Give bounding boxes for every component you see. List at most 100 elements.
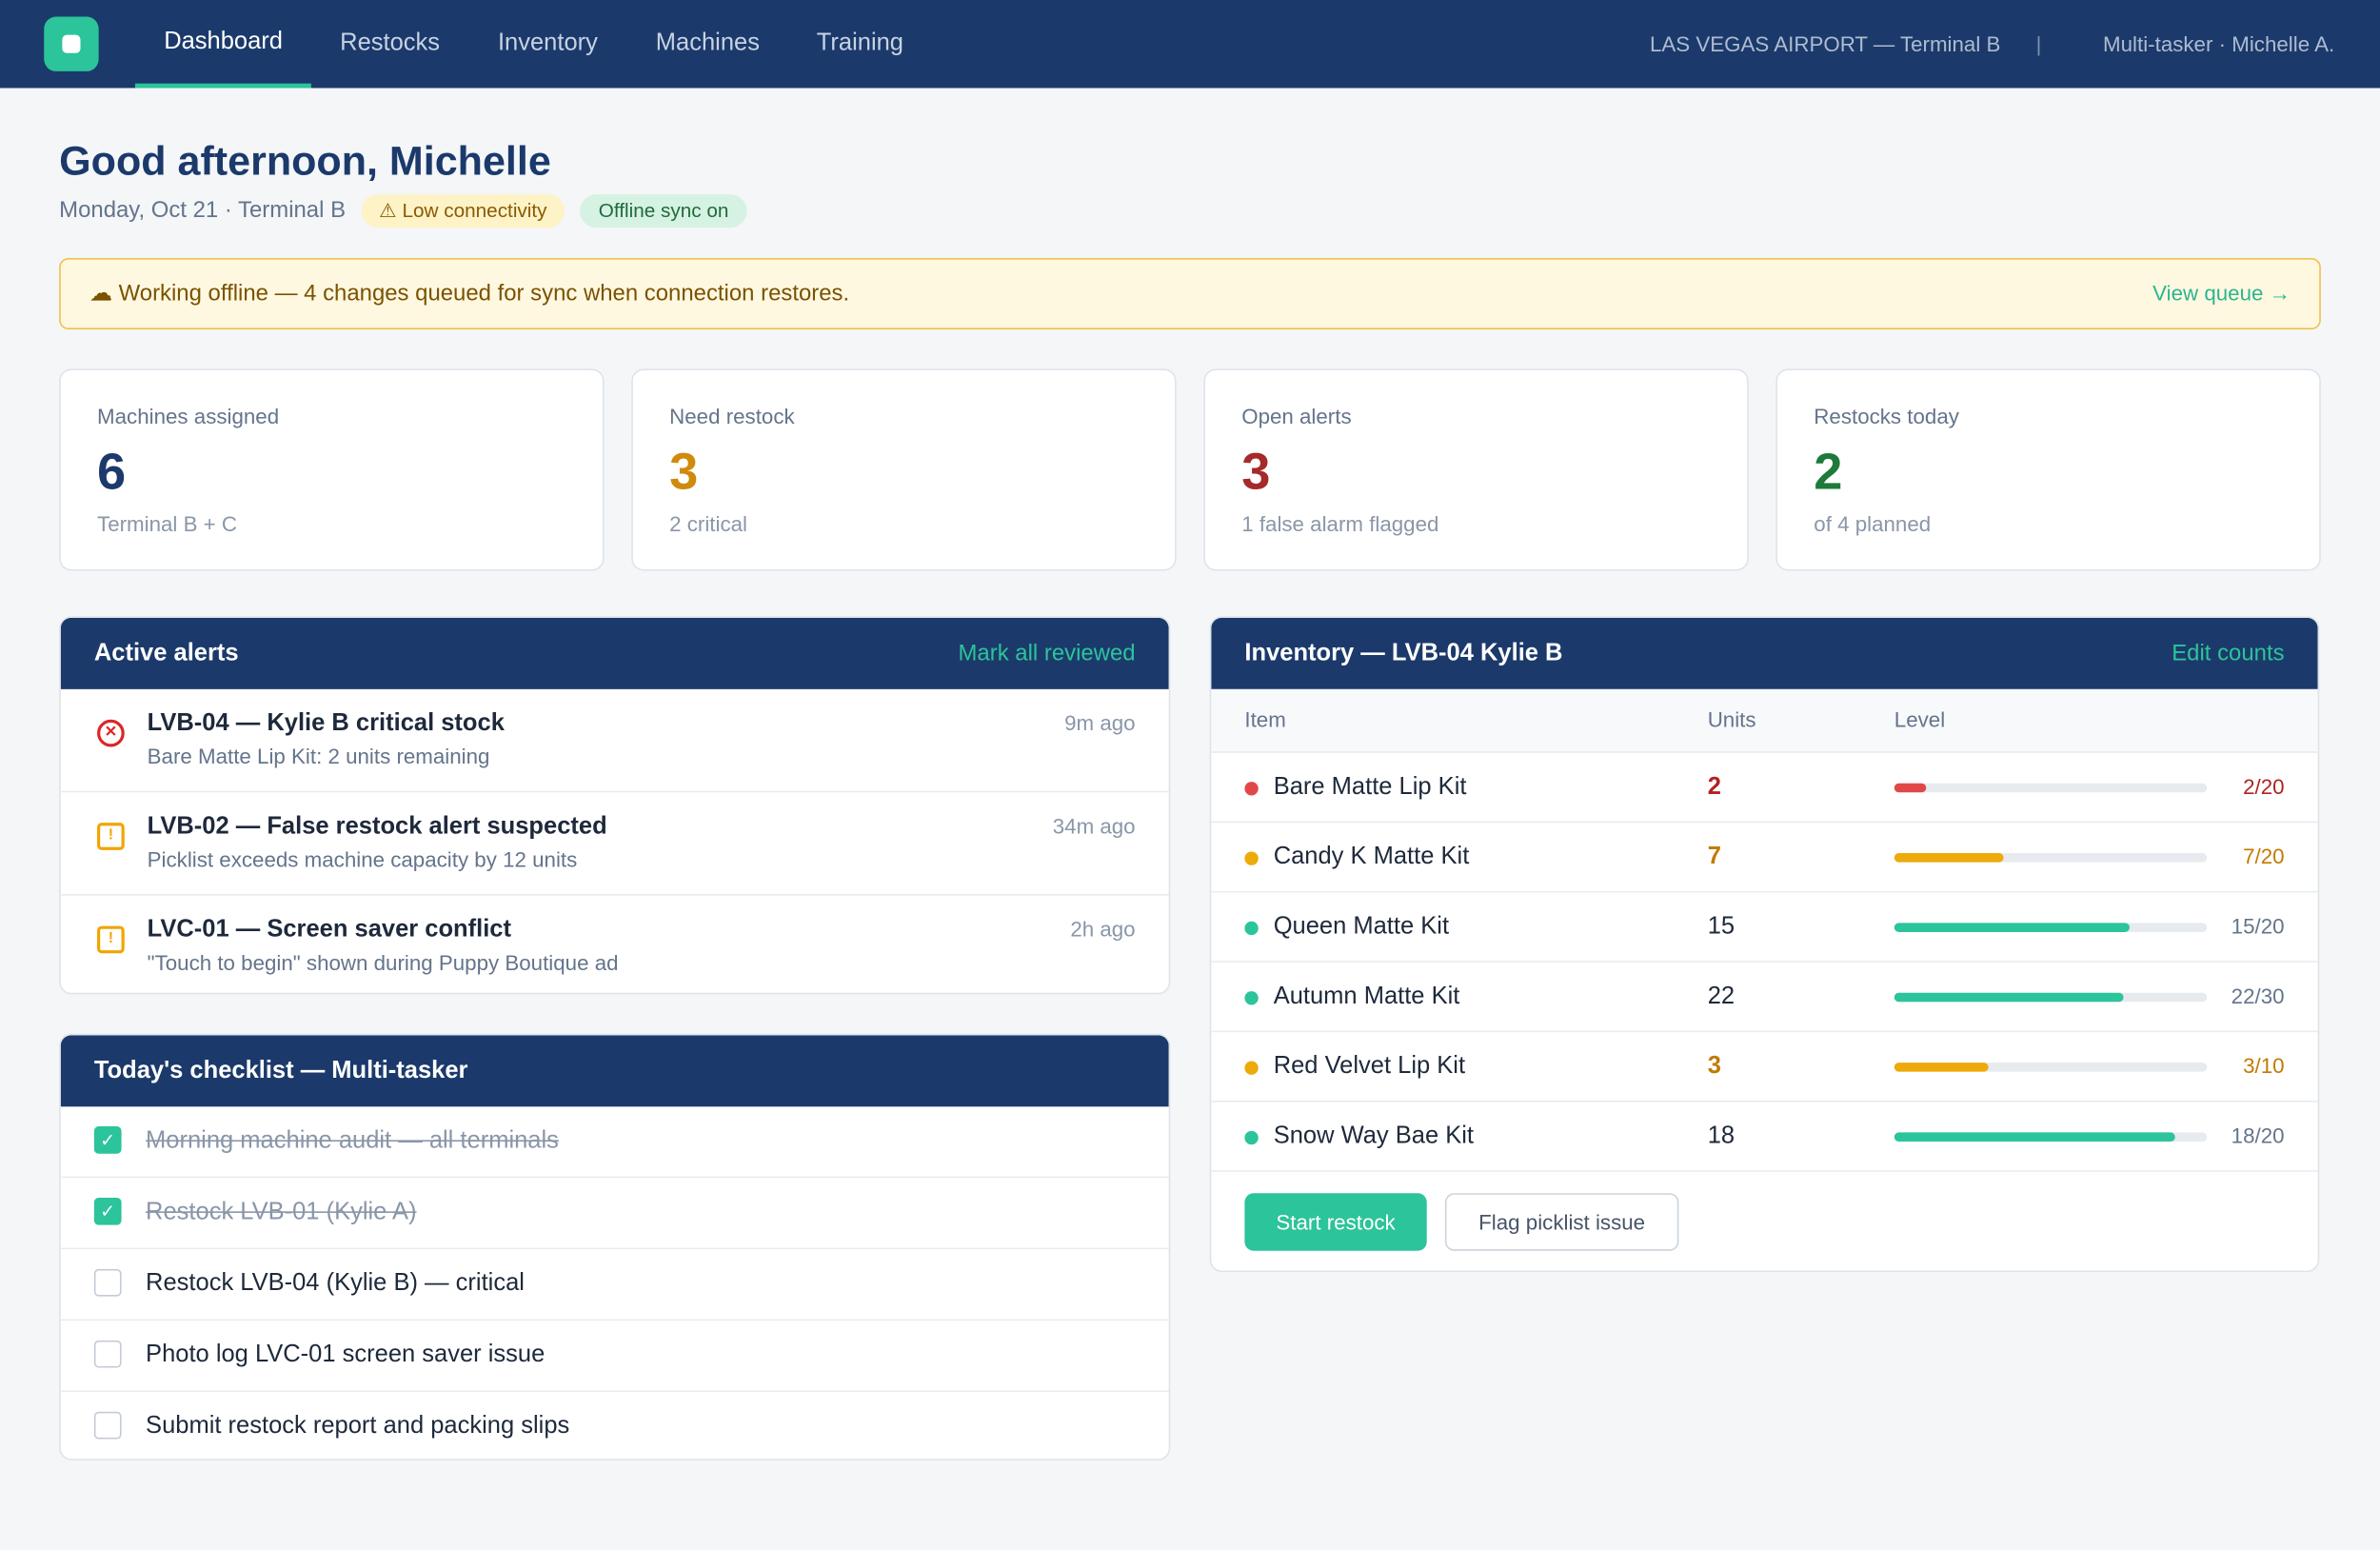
level-bar bbox=[1894, 923, 2130, 932]
inventory-row: Bare Matte Lip Kit 2 2/20 bbox=[1211, 753, 2318, 824]
alert-row[interactable]: ! LVB-02 — False restock alert suspected P… bbox=[60, 792, 1169, 896]
checkbox[interactable] bbox=[93, 1340, 122, 1368]
col-header: Item bbox=[1244, 706, 1286, 732]
stat-note: 1 false alarm flagged bbox=[1241, 511, 1439, 536]
status-badge: Offline sync on bbox=[580, 194, 747, 229]
alert-row[interactable]: ! LVC-01 — Screen saver conflict "Touch to… bbox=[61, 896, 1169, 993]
logo-mark bbox=[62, 34, 81, 53]
stat-card: Machines assigned 6 Terminal B + C bbox=[59, 368, 605, 571]
level-bar bbox=[1894, 1132, 2176, 1142]
alert-icon: ! bbox=[97, 823, 125, 850]
stat-label: Open alerts bbox=[1241, 404, 1352, 428]
units: 7 bbox=[1707, 844, 1721, 870]
nav-tab[interactable]: Dashboard bbox=[134, 0, 312, 89]
alert-title: LVB-02 — False restock alert suspected bbox=[147, 813, 607, 840]
nav-bar: Dashboard Restocks Inventory Machines Traini… bbox=[0, 0, 2380, 89]
level-text: 22/30 bbox=[2231, 984, 2285, 1008]
nav-tab[interactable]: Machines bbox=[655, 30, 760, 56]
checklist-row: Submit restock report and packing slips bbox=[61, 1392, 1169, 1459]
checklist-panel: Today's checklist — Multi-tasker ✓ Mornin… bbox=[59, 1033, 1171, 1461]
start-restock[interactable]: Start restock bbox=[1244, 1193, 1427, 1251]
level-text: 7/20 bbox=[2243, 844, 2285, 868]
nav-tab[interactable]: Restocks bbox=[340, 30, 441, 56]
stat-card: Need restock 3 2 critical bbox=[631, 368, 1177, 571]
alert-list: ✕ LVB-04 — Kylie B critical stock Bare Mat… bbox=[60, 689, 1169, 993]
units: 2 bbox=[1707, 774, 1721, 801]
stat-value: 6 bbox=[97, 443, 127, 502]
checklist: ✓ Morning machine audit — all terminals ✓ R… bbox=[60, 1106, 1169, 1459]
checklist-text: Morning machine audit — all terminals bbox=[146, 1127, 559, 1154]
checkbox[interactable]: ✓ bbox=[93, 1197, 122, 1225]
level-text: 18/20 bbox=[2231, 1123, 2285, 1148]
item-name: Bare Matte Lip Kit bbox=[1273, 774, 1467, 801]
item-name: Snow Way Bae Kit bbox=[1273, 1123, 1475, 1149]
status-badge: ⚠ Low connectivity bbox=[360, 194, 565, 229]
view-queue[interactable]: View queue → bbox=[2152, 280, 2291, 306]
level-bar bbox=[1894, 1063, 1989, 1072]
col-header: Units bbox=[1707, 706, 1756, 732]
stat-label: Restocks today bbox=[1814, 404, 1959, 428]
alert-time: 9m ago bbox=[1064, 710, 1136, 735]
level-text: 3/10 bbox=[2243, 1053, 2285, 1079]
inventory-row: Autumn Matte Kit 22 22/30 bbox=[1211, 963, 2318, 1033]
alerts-panel: Active alerts Mark all reviewed ✕ LVB-04 —… bbox=[59, 616, 1171, 995]
level-track bbox=[1894, 853, 2208, 863]
checklist-row: Restock LVB-04 (Kylie B) — critical bbox=[60, 1249, 1169, 1321]
checklist-text: Submit restock report and packing slips bbox=[146, 1413, 570, 1440]
alert-time: 34m ago bbox=[1052, 813, 1136, 839]
status-dot bbox=[1244, 991, 1259, 1005]
nav-tab[interactable]: Inventory bbox=[497, 30, 598, 56]
checklist-row: ✓ Morning machine audit — all terminals bbox=[60, 1106, 1169, 1179]
edit-counts[interactable]: Edit counts bbox=[2172, 640, 2285, 666]
checkbox[interactable] bbox=[93, 1411, 122, 1440]
alert-icon: ! bbox=[97, 925, 125, 954]
user[interactable]: Multi-tasker · Michelle A. bbox=[2103, 31, 2335, 56]
level-bar bbox=[1894, 853, 2004, 863]
item-name: Red Velvet Lip Kit bbox=[1273, 1053, 1466, 1080]
col-header: Level bbox=[1894, 706, 1946, 732]
status-dot bbox=[1244, 851, 1259, 865]
location: LAS VEGAS AIRPORT — Terminal B bbox=[1649, 31, 2001, 56]
inventory-row: Candy K Matte Kit 7 7/20 bbox=[1211, 823, 2318, 893]
level-track bbox=[1894, 1063, 2208, 1072]
mark-reviewed[interactable]: Mark all reviewed bbox=[958, 640, 1136, 666]
units: 3 bbox=[1707, 1053, 1721, 1080]
flag-picklist[interactable]: Flag picklist issue bbox=[1444, 1193, 1679, 1251]
panel-header: Today's checklist — Multi-tasker bbox=[60, 1035, 1169, 1107]
stat-card: Open alerts 3 1 false alarm flagged bbox=[1203, 368, 1749, 571]
logo[interactable] bbox=[44, 16, 99, 71]
status-dot bbox=[1244, 1061, 1259, 1075]
inventory-panel: Inventory — LVB-04 Kylie B Edit counts It… bbox=[1209, 616, 2320, 1273]
level-bar bbox=[1894, 992, 2124, 1003]
checklist-text: Restock LVB-04 (Kylie B) — critical bbox=[146, 1270, 525, 1297]
alert-detail: Picklist exceeds machine capacity by 12 … bbox=[147, 846, 578, 872]
units: 18 bbox=[1707, 1123, 1735, 1149]
checkbox[interactable] bbox=[93, 1268, 122, 1297]
table-header: Item Units Level bbox=[1211, 688, 2318, 753]
panel-header: Inventory — LVB-04 Kylie B Edit counts bbox=[1211, 617, 2318, 689]
stat-value: 3 bbox=[669, 443, 699, 502]
inventory-row: Red Velvet Lip Kit 3 3/10 bbox=[1211, 1032, 2318, 1103]
offline-banner: ☁ Working offline — 4 changes queued for… bbox=[59, 258, 2321, 329]
alert-row[interactable]: ✕ LVB-04 — Kylie B critical stock Bare Mat… bbox=[60, 689, 1169, 793]
alert-title: LVC-01 — Screen saver conflict bbox=[147, 917, 511, 944]
alert-detail: "Touch to begin" shown during Puppy Bout… bbox=[147, 950, 619, 975]
banner-text: ☁ Working offline — 4 changes queued for… bbox=[89, 280, 850, 308]
status-dot bbox=[1244, 921, 1259, 936]
alert-title: LVB-04 — Kylie B critical stock bbox=[147, 710, 505, 737]
inventory-row: Snow Way Bae Kit 18 18/20 bbox=[1211, 1103, 2318, 1172]
stat-note: of 4 planned bbox=[1814, 511, 1932, 536]
alert-icon: ✕ bbox=[97, 719, 125, 747]
panel-title: Active alerts bbox=[93, 640, 239, 666]
nav-tab[interactable]: Training bbox=[816, 30, 904, 56]
separator: | bbox=[2035, 31, 2042, 56]
stat-value: 3 bbox=[1241, 443, 1271, 502]
stat-card: Restocks today 2 of 4 planned bbox=[1775, 368, 2321, 571]
checkbox[interactable]: ✓ bbox=[93, 1126, 122, 1154]
inventory-rows: Bare Matte Lip Kit 2 2/20 Candy K Matte Kit… bbox=[1211, 753, 2318, 1172]
level-track bbox=[1894, 783, 2208, 793]
alert-time: 2h ago bbox=[1070, 917, 1136, 942]
checklist-row: ✓ Restock LVB-01 (Kylie A) bbox=[60, 1178, 1169, 1250]
subtitle: Monday, Oct 21 · Terminal B bbox=[59, 197, 347, 224]
